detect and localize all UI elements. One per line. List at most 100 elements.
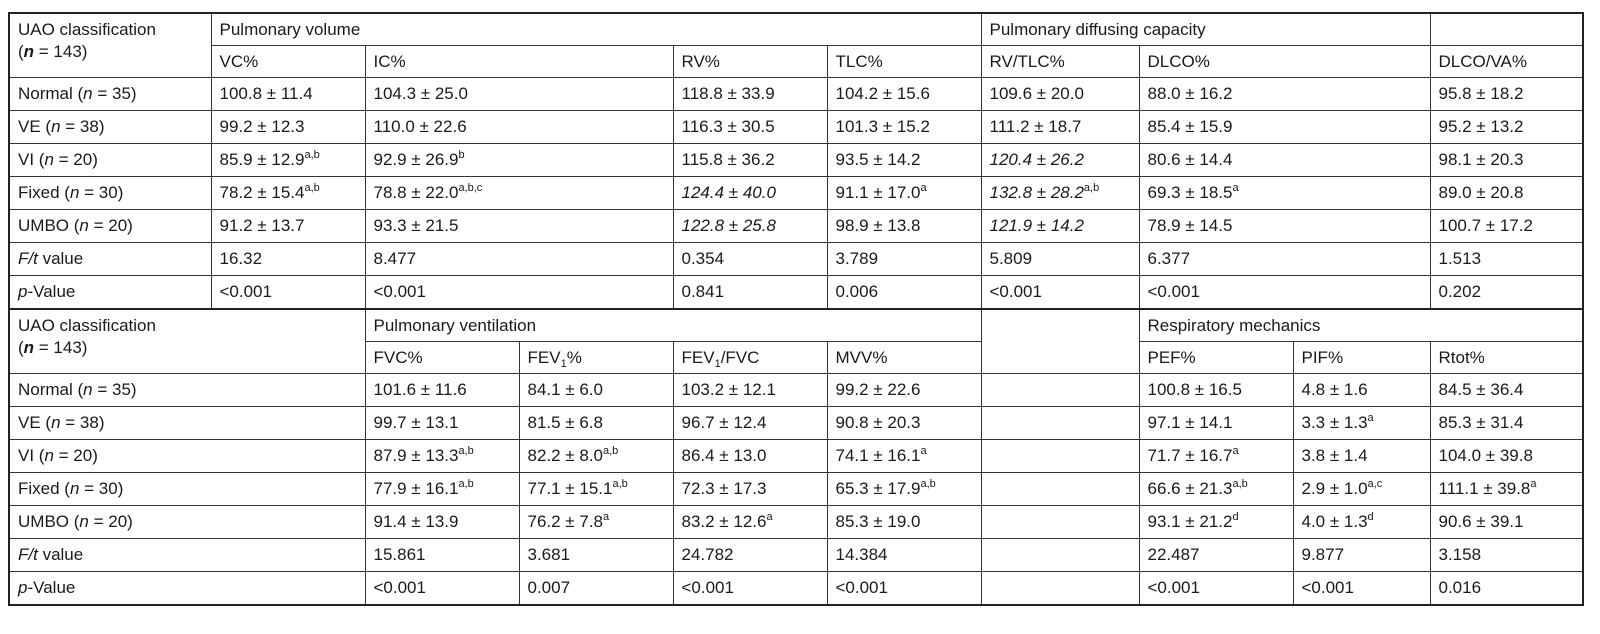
footnote-marker: a [920, 182, 927, 195]
group-count: = 30) [79, 479, 124, 499]
data-cell: 98.9 ± 13.8 [826, 209, 982, 243]
cell-value: 101.6 ± 11.6 [373, 380, 467, 400]
group-count: = 35) [92, 84, 137, 104]
corner-header: UAO classification (n = 143) [8, 12, 212, 78]
cell-value: 0.841 [681, 282, 725, 302]
data-cell: 80.6 ± 14.4 [1138, 143, 1431, 177]
empty-cell [980, 571, 1140, 606]
footnote-marker: a,b [612, 478, 628, 491]
cell-value: 91.1 ± 17.0 [835, 183, 921, 203]
cell-value: 95.2 ± 13.2 [1438, 117, 1524, 137]
stat-label-text: -Value [27, 578, 76, 598]
cell-value: 9.877 [1301, 545, 1345, 565]
row-label: Normal (n = 35) [8, 77, 212, 111]
cell-value: 104.2 ± 15.6 [835, 84, 930, 104]
cell-value: <0.001 [1147, 578, 1200, 598]
cell-value: 120.4 ± 26.2 [989, 150, 1084, 170]
footnote-marker: b [458, 149, 465, 162]
p-value-cell: <0.001 [1292, 571, 1431, 606]
n-symbol: n [23, 338, 35, 358]
data-cell: 100.8 ± 11.4 [210, 77, 366, 111]
ft-value-cell: 1.513 [1429, 242, 1584, 276]
cell-value: <0.001 [373, 282, 426, 302]
cell-value: 91.4 ± 13.9 [373, 512, 459, 532]
group-header-pulmonary-volume: Pulmonary volume [210, 12, 982, 46]
data-cell: 77.9 ± 16.1a,b [364, 472, 520, 506]
cell-value: 85.4 ± 15.9 [1147, 117, 1233, 137]
row-label: VE (n = 38) [8, 406, 366, 440]
group-count: = 38) [60, 413, 105, 433]
ft-value-cell: 22.487 [1138, 538, 1294, 572]
ft-value-cell: 16.32 [210, 242, 366, 276]
footnote-marker: a,b [458, 478, 474, 491]
data-cell: 78.9 ± 14.5 [1138, 209, 1431, 243]
group-title: Pulmonary diffusing capacity [989, 19, 1206, 39]
cell-value: <0.001 [219, 282, 272, 302]
cell-value: 0.016 [1438, 578, 1482, 598]
cell-value: 0.006 [835, 282, 879, 302]
cell-value: 74.1 ± 16.1 [835, 446, 921, 466]
footnote-marker: a,b [1232, 478, 1248, 491]
data-cell: 124.4 ± 40.0 [672, 176, 828, 210]
group-name: VE ( [18, 117, 52, 137]
table-row: VE (n = 38) 99.7 ± 13.1 81.5 ± 6.8 96.7 ± 1… [8, 406, 1584, 440]
footnote-marker: a [603, 511, 610, 524]
row-label: Normal (n = 35) [8, 373, 366, 407]
header-row-groups: UAO classification (n = 143) Pulmonary vol… [8, 12, 1583, 78]
data-cell: 3.3 ± 1.3a [1292, 406, 1431, 440]
data-cell: 121.9 ± 14.2 [980, 209, 1140, 243]
cell-value: 8.477 [373, 249, 417, 269]
group-header-pulmonary-diffusing-capacity: Pulmonary diffusing capacity [980, 12, 1431, 46]
table-row-p: p-Value <0.001 0.007 <0.001 <0.001 <0.001 <0.0… [8, 571, 1584, 606]
cell-value: 81.5 ± 6.8 [527, 413, 604, 433]
cell-value: 92.9 ± 26.9 [373, 150, 459, 170]
corner-n-open: ( [18, 338, 24, 358]
cell-value: 103.2 ± 12.1 [681, 380, 776, 400]
cell-value: 100.7 ± 17.2 [1438, 216, 1533, 236]
group-name: UMBO ( [18, 512, 80, 532]
cell-value: 104.3 ± 25.0 [373, 84, 468, 104]
stat-symbol: F/t [18, 249, 38, 269]
cell-value: 121.9 ± 14.2 [989, 216, 1084, 236]
p-value-cell: <0.001 [672, 571, 828, 606]
pulmonary-function-table: UAO classification (n = 143) Pulmonary vol… [8, 12, 1584, 606]
data-cell: 71.7 ± 16.7a [1138, 439, 1294, 473]
ft-value-cell: 5.809 [980, 242, 1140, 276]
cell-value: 77.9 ± 16.1 [373, 479, 459, 499]
column-header: IC% [364, 45, 674, 78]
data-cell: 90.8 ± 20.3 [826, 406, 982, 440]
table-row: Normal (n = 35) 100.8 ± 11.4 104.3 ± 25.0 1… [8, 77, 1584, 111]
footnote-marker: a [1232, 182, 1239, 195]
p-value-cell: 0.202 [1429, 275, 1584, 310]
corner-label: UAO classification [18, 20, 156, 39]
data-cell: 101.6 ± 11.6 [364, 373, 520, 407]
column-header: Rtot% [1429, 341, 1584, 374]
row-label: VI (n = 20) [8, 143, 212, 177]
cell-value: 3.789 [835, 249, 879, 269]
data-cell: 86.4 ± 13.0 [672, 439, 828, 473]
cell-value: 0.202 [1438, 282, 1482, 302]
group-count: = 30) [79, 183, 124, 203]
corner-header: UAO classification (n = 143) [8, 308, 366, 374]
ft-value-cell: 24.782 [672, 538, 828, 572]
data-cell: 91.2 ± 13.7 [210, 209, 366, 243]
group-title: Pulmonary ventilation [373, 315, 537, 335]
data-cell: 93.5 ± 14.2 [826, 143, 982, 177]
cell-value: 124.4 ± 40.0 [681, 183, 776, 203]
p-value-cell: <0.001 [1138, 571, 1294, 606]
cell-value: 91.2 ± 13.7 [219, 216, 305, 236]
footnote-marker: a [766, 511, 773, 524]
column-title: DLCO% [1147, 51, 1210, 71]
data-cell: 78.2 ± 15.4a,b [210, 176, 366, 210]
column-title: VC% [219, 51, 259, 71]
group-count: = 20) [88, 216, 133, 236]
group-name: Normal ( [18, 380, 84, 400]
cell-value: 80.6 ± 14.4 [1147, 150, 1233, 170]
footnote-marker: a [920, 445, 927, 458]
corner-n-close: = 143) [34, 42, 88, 62]
group-name: Fixed ( [18, 183, 70, 203]
cell-value: 1.513 [1438, 249, 1482, 269]
column-header: RV/TLC% [980, 45, 1140, 78]
table-row: VI (n = 20) 85.9 ± 12.9a,b 92.9 ± 26.9b 115… [8, 143, 1584, 177]
group-count: = 35) [92, 380, 137, 400]
